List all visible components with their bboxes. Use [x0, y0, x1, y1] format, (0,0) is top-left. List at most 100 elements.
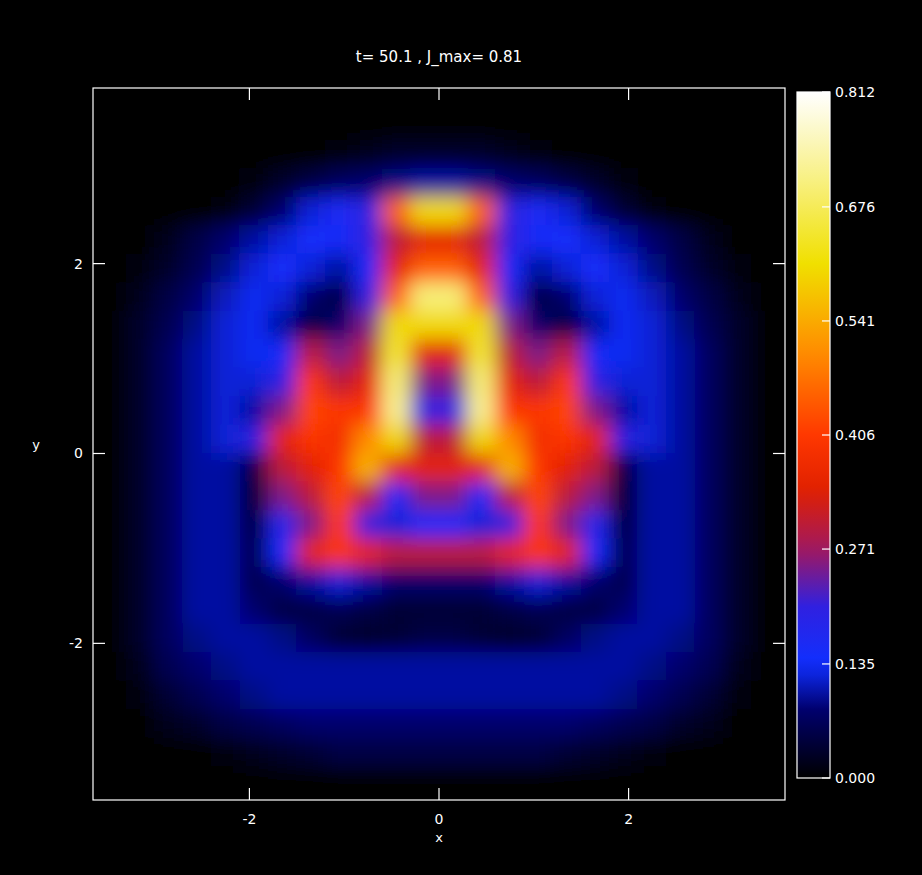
heatmap-cell	[126, 111, 155, 140]
heatmap-cell	[581, 254, 610, 283]
heatmap-cell	[694, 282, 723, 311]
heatmap-cell	[524, 538, 553, 567]
heatmap-cell	[382, 595, 411, 624]
heatmap-cell	[439, 624, 468, 653]
heatmap-cell	[524, 681, 553, 710]
heatmap-cell	[382, 652, 411, 681]
heatmap-cell	[325, 738, 354, 767]
heatmap-cell	[353, 339, 382, 368]
heatmap-cell	[751, 339, 780, 368]
heatmap-cell	[126, 88, 155, 112]
heatmap-cell	[410, 738, 439, 767]
heatmap-cell	[552, 168, 581, 197]
heatmap-cell	[495, 396, 524, 425]
heatmap-cell	[211, 111, 240, 140]
heatmap-cell	[325, 111, 354, 140]
heatmap-cell	[552, 595, 581, 624]
heatmap-cell	[239, 339, 268, 368]
heatmap-cell	[239, 738, 268, 767]
heatmap-cell	[239, 88, 268, 112]
heatmap-cell	[638, 510, 667, 539]
heatmap-cell	[751, 624, 780, 653]
heatmap-cell	[495, 652, 524, 681]
heatmap-cell	[666, 481, 695, 510]
x-tick-label: 0	[435, 811, 444, 827]
heatmap-cell	[183, 453, 212, 482]
heatmap-cell	[353, 88, 382, 112]
heatmap-cell	[353, 595, 382, 624]
heatmap-cell	[239, 254, 268, 283]
heatmap-cell	[183, 111, 212, 140]
heatmap-cell	[638, 595, 667, 624]
heatmap-cell	[97, 567, 126, 596]
heatmap-cell	[666, 425, 695, 454]
heatmap-cell	[666, 766, 695, 795]
heatmap-cell	[524, 197, 553, 226]
heatmap-cell	[581, 595, 610, 624]
heatmap-cell	[154, 254, 183, 283]
heatmap-cell	[410, 681, 439, 710]
heatmap-cell	[97, 254, 126, 283]
plot-frame	[93, 88, 785, 800]
heatmap-cell	[382, 368, 411, 397]
heatmap-cell	[268, 140, 297, 169]
heatmap-cell	[325, 453, 354, 482]
heatmap-cell	[638, 197, 667, 226]
heatmap-cell	[723, 140, 752, 169]
heatmap-cell	[524, 425, 553, 454]
heatmap-cell	[666, 168, 695, 197]
heatmap-cell	[239, 396, 268, 425]
colorbar-tick	[822, 434, 830, 435]
heatmap-cell	[638, 282, 667, 311]
x-tick-label: 2	[624, 811, 633, 827]
heatmap-cell	[410, 652, 439, 681]
heatmap-cell	[467, 88, 496, 112]
heatmap-cell	[723, 624, 752, 653]
heatmap-cell	[751, 168, 780, 197]
heatmap-cell	[638, 396, 667, 425]
heatmap-cell	[694, 595, 723, 624]
heatmap-cell	[524, 368, 553, 397]
heatmap-cell	[154, 140, 183, 169]
heatmap-cell	[97, 311, 126, 340]
heatmap-cell	[609, 766, 638, 795]
heatmap-cell	[751, 652, 780, 681]
heatmap-cell	[751, 766, 780, 795]
heatmap-cell	[552, 111, 581, 140]
heatmap-cell	[154, 538, 183, 567]
heatmap-cell	[751, 368, 780, 397]
heatmap-cell	[268, 88, 297, 112]
heatmap-cell	[410, 481, 439, 510]
colorbar-tick	[822, 663, 830, 664]
heatmap-cell	[154, 197, 183, 226]
heatmap-cell	[495, 282, 524, 311]
heatmap-cell	[126, 396, 155, 425]
heatmap-cell	[97, 197, 126, 226]
x-tick	[438, 788, 439, 800]
heatmap-cell	[694, 510, 723, 539]
heatmap-cell	[666, 225, 695, 254]
heatmap-cell	[183, 652, 212, 681]
heatmap-cell	[609, 396, 638, 425]
heatmap-cell	[495, 225, 524, 254]
heatmap-cell	[97, 140, 126, 169]
heatmap-cell	[97, 738, 126, 767]
heatmap-cell	[325, 510, 354, 539]
heatmap-cell	[268, 425, 297, 454]
heatmap-cell	[154, 681, 183, 710]
heatmap-cell	[666, 538, 695, 567]
heatmap-cell	[126, 311, 155, 340]
heatmap-cell	[495, 738, 524, 767]
heatmap-cell	[467, 225, 496, 254]
heatmap-cell	[694, 425, 723, 454]
chart: -202-202xyt= 50.1 , J_max= 0.810.0000.13…	[0, 0, 922, 875]
heatmap-cell	[353, 709, 382, 738]
colorbar-tick	[822, 548, 830, 549]
heatmap-cell	[126, 197, 155, 226]
heatmap-cell	[467, 453, 496, 482]
heatmap-cell	[552, 197, 581, 226]
heatmap-cell	[211, 766, 240, 795]
heatmap-cell	[183, 595, 212, 624]
heatmap-cell	[723, 510, 752, 539]
heatmap-cell	[552, 481, 581, 510]
